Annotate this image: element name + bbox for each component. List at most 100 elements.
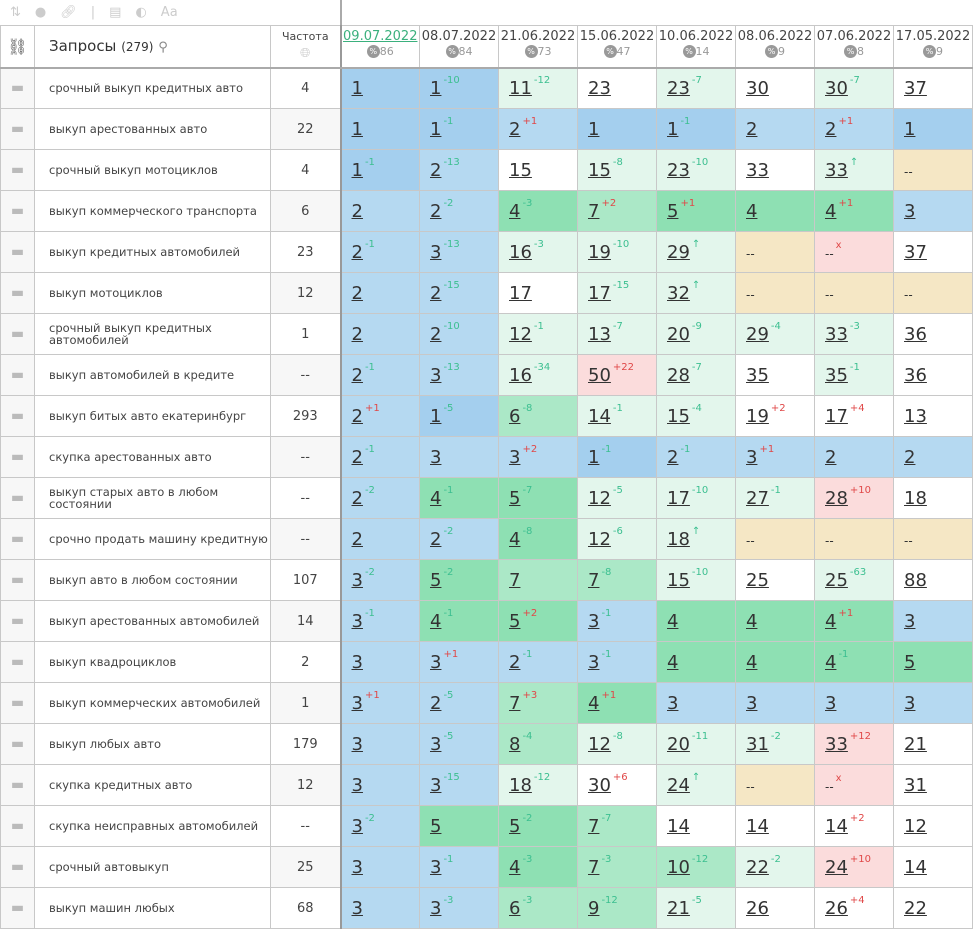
position-cell[interactable]: 5 xyxy=(893,641,973,683)
position-value[interactable]: 18 xyxy=(667,528,690,550)
position-value[interactable]: 3 xyxy=(351,569,363,591)
position-cell[interactable]: 10 -12 xyxy=(656,846,736,888)
query-text[interactable]: скупка неисправных автомобилей xyxy=(34,805,271,847)
position-value[interactable]: 3 xyxy=(351,733,363,755)
position-cell[interactable]: 5 xyxy=(419,805,499,847)
position-value[interactable]: 21 xyxy=(667,897,690,919)
position-cell[interactable]: 14 +2 xyxy=(814,805,894,847)
position-cell[interactable]: 3 xyxy=(419,436,499,478)
remove-query-icon[interactable]: ▬ xyxy=(0,395,35,437)
position-cell[interactable]: 3 -1 xyxy=(340,600,420,642)
position-cell[interactable]: 12 xyxy=(893,805,973,847)
position-value[interactable]: 1 xyxy=(351,77,363,99)
position-cell[interactable]: 2 +1 xyxy=(340,395,420,437)
position-value[interactable]: -- xyxy=(904,287,913,302)
position-cell[interactable]: 8 -4 xyxy=(498,723,578,765)
position-cell[interactable]: 2 xyxy=(340,190,420,232)
position-value[interactable]: 14 xyxy=(825,815,848,837)
position-cell[interactable]: 12 -6 xyxy=(577,518,657,560)
contrast-icon[interactable]: ◐ xyxy=(135,5,147,20)
position-value[interactable]: 1 xyxy=(430,405,442,427)
position-value[interactable]: 4 xyxy=(825,610,837,632)
position-value[interactable]: 5 xyxy=(667,200,679,222)
position-cell[interactable]: 15 -4 xyxy=(656,395,736,437)
position-cell[interactable]: 2 -2 xyxy=(419,190,499,232)
position-value[interactable]: 12 xyxy=(509,323,532,345)
position-cell[interactable]: 14 xyxy=(735,805,815,847)
position-value[interactable]: 26 xyxy=(825,897,848,919)
position-cell[interactable]: 15 xyxy=(498,149,578,191)
link-icon[interactable]: 🔗︎ xyxy=(60,5,77,20)
position-value[interactable]: 22 xyxy=(746,856,769,878)
position-value[interactable]: 2 xyxy=(430,159,442,181)
position-value[interactable]: 4 xyxy=(509,856,521,878)
position-cell[interactable]: 2 -1 xyxy=(340,231,420,273)
position-value[interactable]: 1 xyxy=(588,446,600,468)
position-value[interactable]: 35 xyxy=(746,364,769,386)
position-value[interactable]: 1 xyxy=(351,118,363,140)
remove-query-icon[interactable]: ▬ xyxy=(0,846,35,888)
position-value[interactable]: 3 xyxy=(430,241,442,263)
position-cell[interactable]: 17 xyxy=(498,272,578,314)
position-value[interactable]: 35 xyxy=(825,364,848,386)
remove-query-icon[interactable]: ▬ xyxy=(0,67,35,109)
position-cell[interactable]: 3 xyxy=(340,846,420,888)
position-value[interactable]: -- xyxy=(825,779,834,794)
date-column-header[interactable]: 08.07.2022% 84 xyxy=(419,25,499,69)
date-column-header[interactable]: 09.07.2022% 86 xyxy=(340,25,420,69)
position-value[interactable]: 17 xyxy=(588,282,611,304)
position-cell[interactable]: 2 -1 xyxy=(498,641,578,683)
position-value[interactable]: 3 xyxy=(430,856,442,878)
position-cell[interactable]: 2 +1 xyxy=(498,108,578,150)
position-cell[interactable]: 2 xyxy=(340,313,420,355)
position-cell[interactable]: 3 xyxy=(814,682,894,724)
position-value[interactable]: 4 xyxy=(825,651,837,673)
position-value[interactable]: 13 xyxy=(588,323,611,345)
position-value[interactable]: 31 xyxy=(746,733,769,755)
position-cell[interactable]: 16 -3 xyxy=(498,231,578,273)
position-value[interactable]: 1 xyxy=(430,118,442,140)
position-value[interactable]: 1 xyxy=(588,118,600,140)
position-value[interactable]: -- xyxy=(904,164,913,179)
remove-query-icon[interactable]: ▬ xyxy=(0,641,35,683)
date-label[interactable]: 15.06.2022 xyxy=(579,29,655,44)
query-text[interactable]: выкуп коммерческого транспорта xyxy=(34,190,271,232)
position-value[interactable]: 5 xyxy=(430,569,442,591)
position-value[interactable]: 3 xyxy=(351,774,363,796)
position-cell[interactable]: 26 +4 xyxy=(814,887,894,929)
position-cell[interactable]: 2 -13 xyxy=(419,149,499,191)
position-value[interactable]: 1 xyxy=(351,159,363,181)
position-value[interactable]: 12 xyxy=(904,815,927,837)
date-label[interactable]: 21.06.2022 xyxy=(500,29,576,44)
position-cell[interactable]: 6 -8 xyxy=(498,395,578,437)
position-cell[interactable]: 2 -1 xyxy=(340,436,420,478)
position-cell[interactable]: 4 -3 xyxy=(498,846,578,888)
position-value[interactable]: 3 xyxy=(904,200,916,222)
search-icon[interactable]: ⚲ xyxy=(158,40,168,56)
position-cell[interactable]: 3 -1 xyxy=(419,846,499,888)
position-cell[interactable]: 20 -9 xyxy=(656,313,736,355)
position-cell[interactable]: 17 -15 xyxy=(577,272,657,314)
position-cell[interactable]: 3 -5 xyxy=(419,723,499,765)
position-value[interactable]: 5 xyxy=(509,487,521,509)
position-value[interactable]: 3 xyxy=(430,651,442,673)
position-cell[interactable]: 1 -1 xyxy=(340,149,420,191)
position-cell[interactable]: 15 -10 xyxy=(656,559,736,601)
position-cell[interactable]: 50 +22 xyxy=(577,354,657,396)
position-value[interactable]: 17 xyxy=(825,405,848,427)
position-value[interactable]: 33 xyxy=(825,323,848,345)
position-cell[interactable]: 2 xyxy=(340,272,420,314)
position-cell[interactable]: 27 -1 xyxy=(735,477,815,519)
position-cell[interactable]: 36 xyxy=(893,354,973,396)
remove-query-icon[interactable]: ▬ xyxy=(0,272,35,314)
date-column-header[interactable]: 21.06.2022% 73 xyxy=(498,25,578,69)
position-cell[interactable]: 3 -3 xyxy=(419,887,499,929)
position-cell[interactable]: 3 -1 xyxy=(577,600,657,642)
position-cell[interactable]: 4 xyxy=(735,641,815,683)
position-value[interactable]: 7 xyxy=(588,856,600,878)
link-icon[interactable]: ⛓︎ xyxy=(0,25,35,69)
position-cell[interactable]: 5 +1 xyxy=(656,190,736,232)
position-value[interactable]: 18 xyxy=(904,487,927,509)
position-cell[interactable]: 22 -2 xyxy=(735,846,815,888)
position-value[interactable]: 3 xyxy=(746,446,758,468)
